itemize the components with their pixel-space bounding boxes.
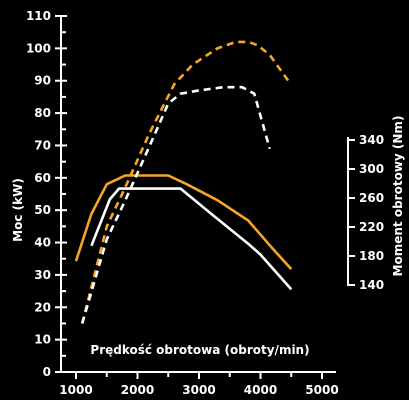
y2-tick-label: 340 (359, 133, 384, 147)
y-tick-label: 90 (34, 74, 51, 88)
x-tick-label: 4000 (244, 383, 277, 397)
y-tick-label: 100 (26, 41, 51, 55)
y-tick-label: 50 (34, 203, 51, 217)
y-tick-label: 20 (34, 300, 51, 314)
y-tick-label: 80 (34, 106, 51, 120)
series-line-4 (82, 87, 270, 323)
y-tick-label: 70 (34, 138, 51, 152)
y2-tick-label: 300 (359, 162, 384, 176)
y-tick-label: 30 (34, 268, 51, 282)
y2-tick-label: 180 (359, 249, 384, 263)
y-tick-label: 40 (34, 236, 51, 250)
y2-tick-label: 220 (359, 220, 384, 234)
y2-axis-label: Moment obrotowy (Nm) (391, 116, 405, 277)
y-axis-label: Moc (kW) (11, 178, 25, 242)
y-tick-label: 110 (26, 9, 51, 23)
x-tick-label: 5000 (305, 383, 338, 397)
x-tick-label: 3000 (182, 383, 215, 397)
y-tick-label: 60 (34, 171, 51, 185)
series-layer (76, 42, 291, 324)
y-tick-label: 0 (43, 365, 51, 379)
x-axis-label: Prędkość obrotowa (obroty/min) (90, 343, 309, 357)
x-tick-label: 2000 (121, 383, 154, 397)
x-tick-label: 1000 (59, 383, 92, 397)
y2-ticks: 140 180 220 260 300 340 (348, 133, 384, 292)
y2-tick-label: 260 (359, 191, 384, 205)
y2-tick-label: 140 (359, 278, 384, 292)
y-tick-label: 10 (34, 333, 51, 347)
x-ticks: 1000 2000 3000 4000 5000 (59, 372, 338, 397)
series-line-2 (91, 189, 291, 290)
